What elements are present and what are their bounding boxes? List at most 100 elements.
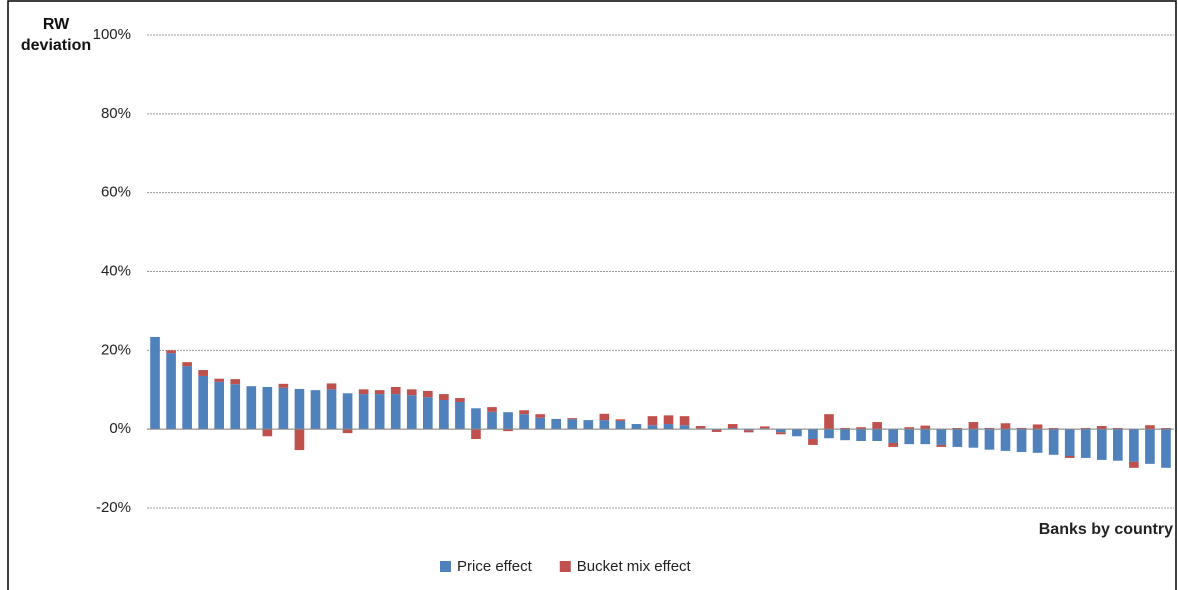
bar-segment (984, 429, 995, 450)
bar-segment (1080, 427, 1091, 430)
bar-segment (487, 411, 497, 430)
bar-segment (198, 375, 208, 430)
bar-segment (1145, 429, 1155, 464)
bar-segment (679, 425, 690, 430)
bar-segment (406, 389, 417, 396)
bar-segment (984, 427, 995, 430)
bar-segment (1064, 455, 1075, 458)
y-axis-title: RW deviation (20, 16, 92, 54)
bar-segment (439, 394, 449, 400)
bar-segment (759, 426, 770, 429)
bar-segment (647, 416, 658, 426)
bar-segment (1161, 429, 1171, 468)
bar-segment (166, 353, 176, 430)
y-tick-label: 20% (101, 341, 131, 358)
bar-segment (727, 427, 738, 430)
bar-segment (390, 394, 401, 430)
bar-segment (342, 429, 353, 434)
bar-segment (1048, 427, 1059, 430)
bar-segment (519, 410, 529, 415)
bar-segment (1096, 426, 1107, 430)
bar-segment (1129, 461, 1139, 468)
bar-segment (551, 418, 562, 430)
bar-segment (455, 398, 465, 402)
bar-segment (872, 422, 882, 430)
bar-segment (182, 366, 192, 430)
bar-segment (776, 429, 786, 433)
bar-segment (182, 362, 192, 367)
bar-segment (1000, 423, 1011, 430)
bar-segment (824, 429, 834, 439)
bar-segment (679, 416, 690, 426)
y-tick-label: 60% (101, 184, 131, 201)
bar-segment (503, 429, 513, 432)
bar-segment (278, 387, 289, 430)
bar-segment (840, 429, 850, 441)
bar-segment (968, 422, 979, 430)
y-tick-label: 80% (101, 105, 131, 122)
bar-segment (1096, 429, 1107, 460)
bar-segment (1048, 429, 1059, 455)
bar-segment (166, 350, 176, 354)
bar-segment (294, 388, 305, 430)
bar-segment (246, 386, 257, 430)
bar-segment (647, 425, 658, 430)
bar-segment (471, 429, 481, 440)
bar-segment (214, 378, 225, 382)
y-tick-label: 100% (93, 26, 131, 43)
y-tick-label: -20% (96, 499, 131, 516)
bar-segment (936, 444, 947, 447)
legend-label: Bucket mix effect (577, 558, 692, 575)
bar-segment (904, 429, 915, 445)
bar-segment (1129, 429, 1139, 462)
bar-segment (888, 429, 898, 443)
bar-segment (278, 383, 289, 388)
bar-segment (374, 394, 385, 430)
bar-segment (230, 384, 241, 430)
bar-segment (423, 390, 433, 398)
bar-segment (776, 432, 786, 435)
bar-segment (743, 430, 754, 433)
bar-segment (1000, 429, 1011, 451)
bar-segment (583, 420, 594, 430)
bar-segment (663, 424, 674, 430)
bar-segment (150, 336, 160, 430)
bar-segment (920, 429, 931, 445)
bar-segment (808, 429, 818, 440)
bar-segment (808, 439, 818, 445)
bar-segment (1016, 427, 1027, 430)
bar-segment (567, 418, 578, 420)
legend-label: Price effect (457, 558, 533, 575)
bar-segment (711, 429, 722, 432)
bar-segment (904, 427, 915, 430)
bar-segment (663, 415, 674, 425)
bar-segment (952, 427, 963, 430)
bar-segment (856, 427, 866, 430)
legend-swatch (440, 561, 451, 572)
bar-segment (406, 395, 417, 430)
bar-segment (567, 419, 578, 430)
bar-segment (743, 429, 754, 431)
bar-segment (326, 389, 337, 430)
bar-segment (888, 442, 898, 447)
bar-segment (310, 390, 321, 430)
bar-segment (695, 426, 706, 429)
bar-segment (374, 390, 385, 395)
bar-segment (503, 412, 513, 430)
bar-segment (952, 429, 963, 447)
bar-segment (1161, 427, 1171, 430)
legend-swatch (559, 561, 571, 572)
bar-segment (1145, 425, 1155, 430)
bar-segment (1032, 429, 1043, 453)
bar-segment (1032, 424, 1043, 430)
bar-segment (824, 414, 834, 430)
bar-segment (214, 381, 225, 430)
bar-segment (471, 408, 481, 430)
bar-segment (358, 394, 369, 430)
bar-segment (1113, 429, 1123, 461)
bar-segment (920, 425, 931, 430)
bar-segment (856, 429, 866, 441)
bar-segment (230, 379, 241, 385)
